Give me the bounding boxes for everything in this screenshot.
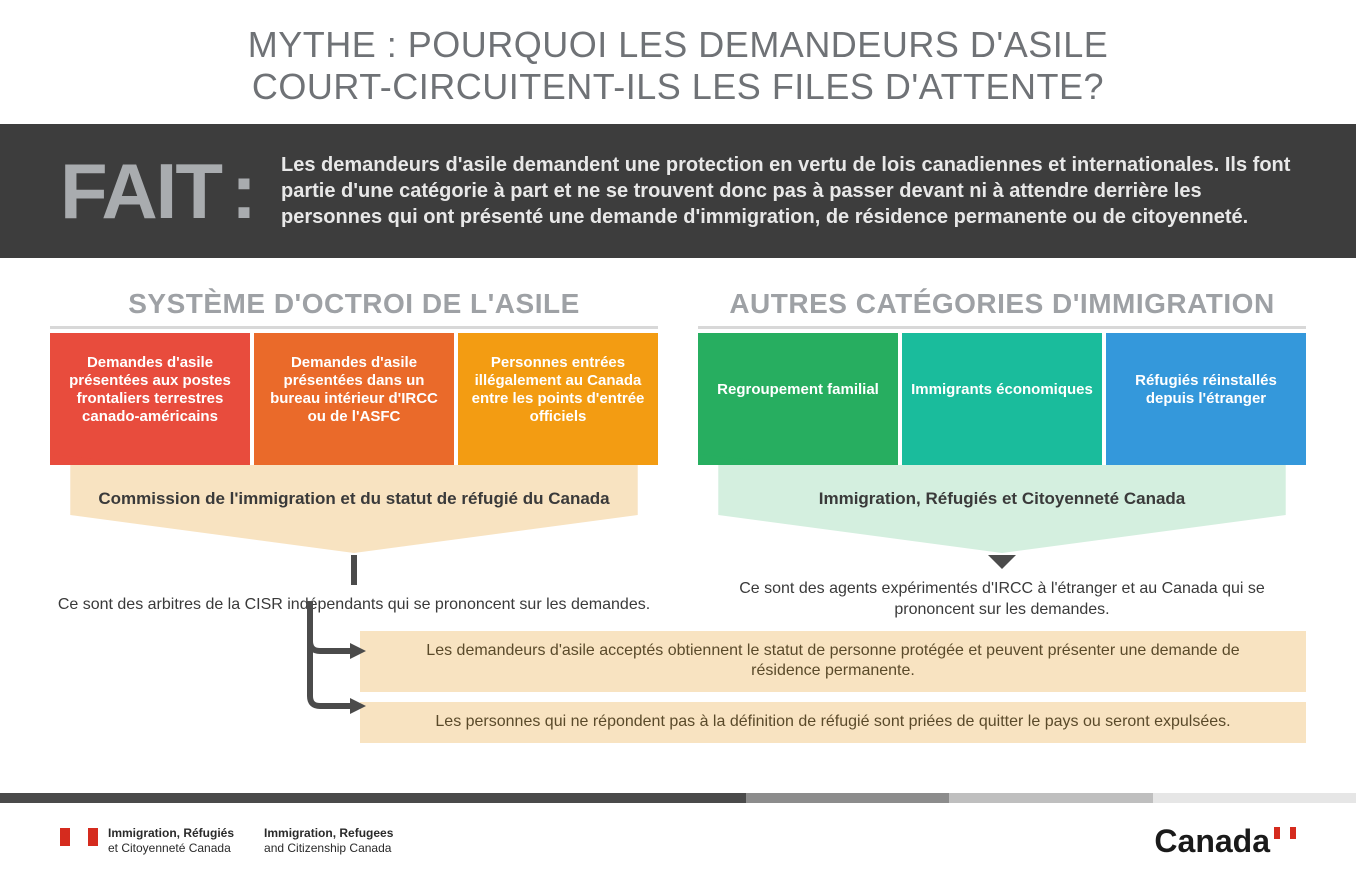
category-label: Immigrants économiques xyxy=(902,333,1102,443)
category-arrow: Regroupement familial xyxy=(698,333,898,443)
dept-fr-line1: Immigration, Réfugiés xyxy=(108,826,234,842)
asylum-merge-label: Commission de l'immigration et du statut… xyxy=(62,465,646,519)
wordmark-text: Canada xyxy=(1154,823,1270,860)
fact-label: FAIT xyxy=(60,156,221,226)
outcome-box: Les demandeurs d'asile acceptés obtienne… xyxy=(360,631,1306,693)
category-arrow: Demandes d'asile présentées aux postes f… xyxy=(50,333,250,443)
dept-en-line1: Immigration, Refugees xyxy=(264,826,393,842)
footer-accent-bar xyxy=(0,793,1356,803)
other-category-boxes: Regroupement familialImmigrants économiq… xyxy=(698,333,1306,443)
asylum-column: SYSTÈME D'OCTROI DE L'ASILE Demandes d'a… xyxy=(50,288,658,621)
other-column: AUTRES CATÉGORIES D'IMMIGRATION Regroupe… xyxy=(698,288,1306,621)
fact-bar: FAIT : Les demandeurs d'asile demandent … xyxy=(0,124,1356,258)
category-arrow: Demandes d'asile présentées dans un bure… xyxy=(254,333,454,443)
outcomes-section: Les demandeurs d'asile acceptés obtienne… xyxy=(0,631,1356,773)
divider xyxy=(698,326,1306,329)
title-line2: COURT-CIRCUITENT-ILS LES FILES D'ATTENTE… xyxy=(40,66,1316,108)
canada-flag-icon xyxy=(60,826,98,846)
dept-en-line2: and Citizenship Canada xyxy=(264,841,391,855)
category-arrow: Immigrants économiques xyxy=(902,333,1102,443)
main-diagram: SYSTÈME D'OCTROI DE L'ASILE Demandes d'a… xyxy=(0,258,1356,631)
page-title: MYTHE : POURQUOI LES DEMANDEURS D'ASILE … xyxy=(0,0,1356,124)
canada-wordmark: Canada xyxy=(1154,823,1296,860)
connector xyxy=(351,555,357,585)
outcome-box: Les personnes qui ne répondent pas à la … xyxy=(360,702,1306,743)
chevron-down-icon xyxy=(988,555,1016,569)
fact-text: Les demandeurs d'asile demandent une pro… xyxy=(281,152,1296,230)
other-merge-label: Immigration, Réfugiés et Citoyenneté Can… xyxy=(710,465,1294,519)
category-arrow: Personnes entrées illégalement au Canada… xyxy=(458,333,658,443)
title-line1: MYTHE : POURQUOI LES DEMANDEURS D'ASILE xyxy=(40,24,1316,66)
category-label: Regroupement familial xyxy=(698,333,898,443)
other-merge: Immigration, Réfugiés et Citoyenneté Can… xyxy=(698,465,1306,555)
canada-flag-icon xyxy=(1274,827,1296,839)
dept-fr-line2: et Citoyenneté Canada xyxy=(108,841,231,855)
category-label: Réfugiés réinstallés depuis l'étranger xyxy=(1106,333,1306,443)
divider xyxy=(50,326,658,329)
asylum-heading: SYSTÈME D'OCTROI DE L'ASILE xyxy=(50,288,658,320)
other-desc: Ce sont des agents expérimentés d'IRCC à… xyxy=(698,579,1306,621)
other-heading: AUTRES CATÉGORIES D'IMMIGRATION xyxy=(698,288,1306,320)
category-label: Demandes d'asile présentées aux postes f… xyxy=(50,333,250,443)
footer: Immigration, Réfugiés et Citoyenneté Can… xyxy=(0,803,1356,890)
category-arrow: Réfugiés réinstallés depuis l'étranger xyxy=(1106,333,1306,443)
fact-colon: : xyxy=(231,156,257,226)
category-label: Demandes d'asile présentées dans un bure… xyxy=(254,333,454,443)
asylum-entry-boxes: Demandes d'asile présentées aux postes f… xyxy=(50,333,658,443)
department-signature: Immigration, Réfugiés et Citoyenneté Can… xyxy=(60,826,393,857)
asylum-merge: Commission de l'immigration et du statut… xyxy=(50,465,658,555)
asylum-desc: Ce sont des arbitres de la CISR indépend… xyxy=(50,595,658,616)
category-label: Personnes entrées illégalement au Canada… xyxy=(458,333,658,443)
